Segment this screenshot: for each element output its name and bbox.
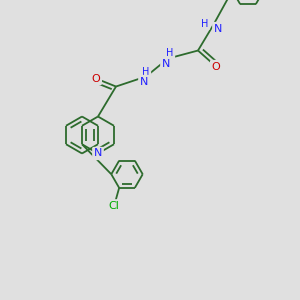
- Text: N: N: [140, 76, 148, 86]
- Text: H: H: [201, 19, 209, 28]
- Text: O: O: [212, 61, 220, 71]
- Text: H: H: [166, 47, 174, 58]
- Text: N: N: [162, 58, 170, 68]
- Text: O: O: [92, 74, 100, 83]
- Text: N: N: [94, 148, 102, 158]
- Text: N: N: [214, 23, 222, 34]
- Text: H: H: [142, 67, 150, 76]
- Text: Cl: Cl: [109, 201, 120, 211]
